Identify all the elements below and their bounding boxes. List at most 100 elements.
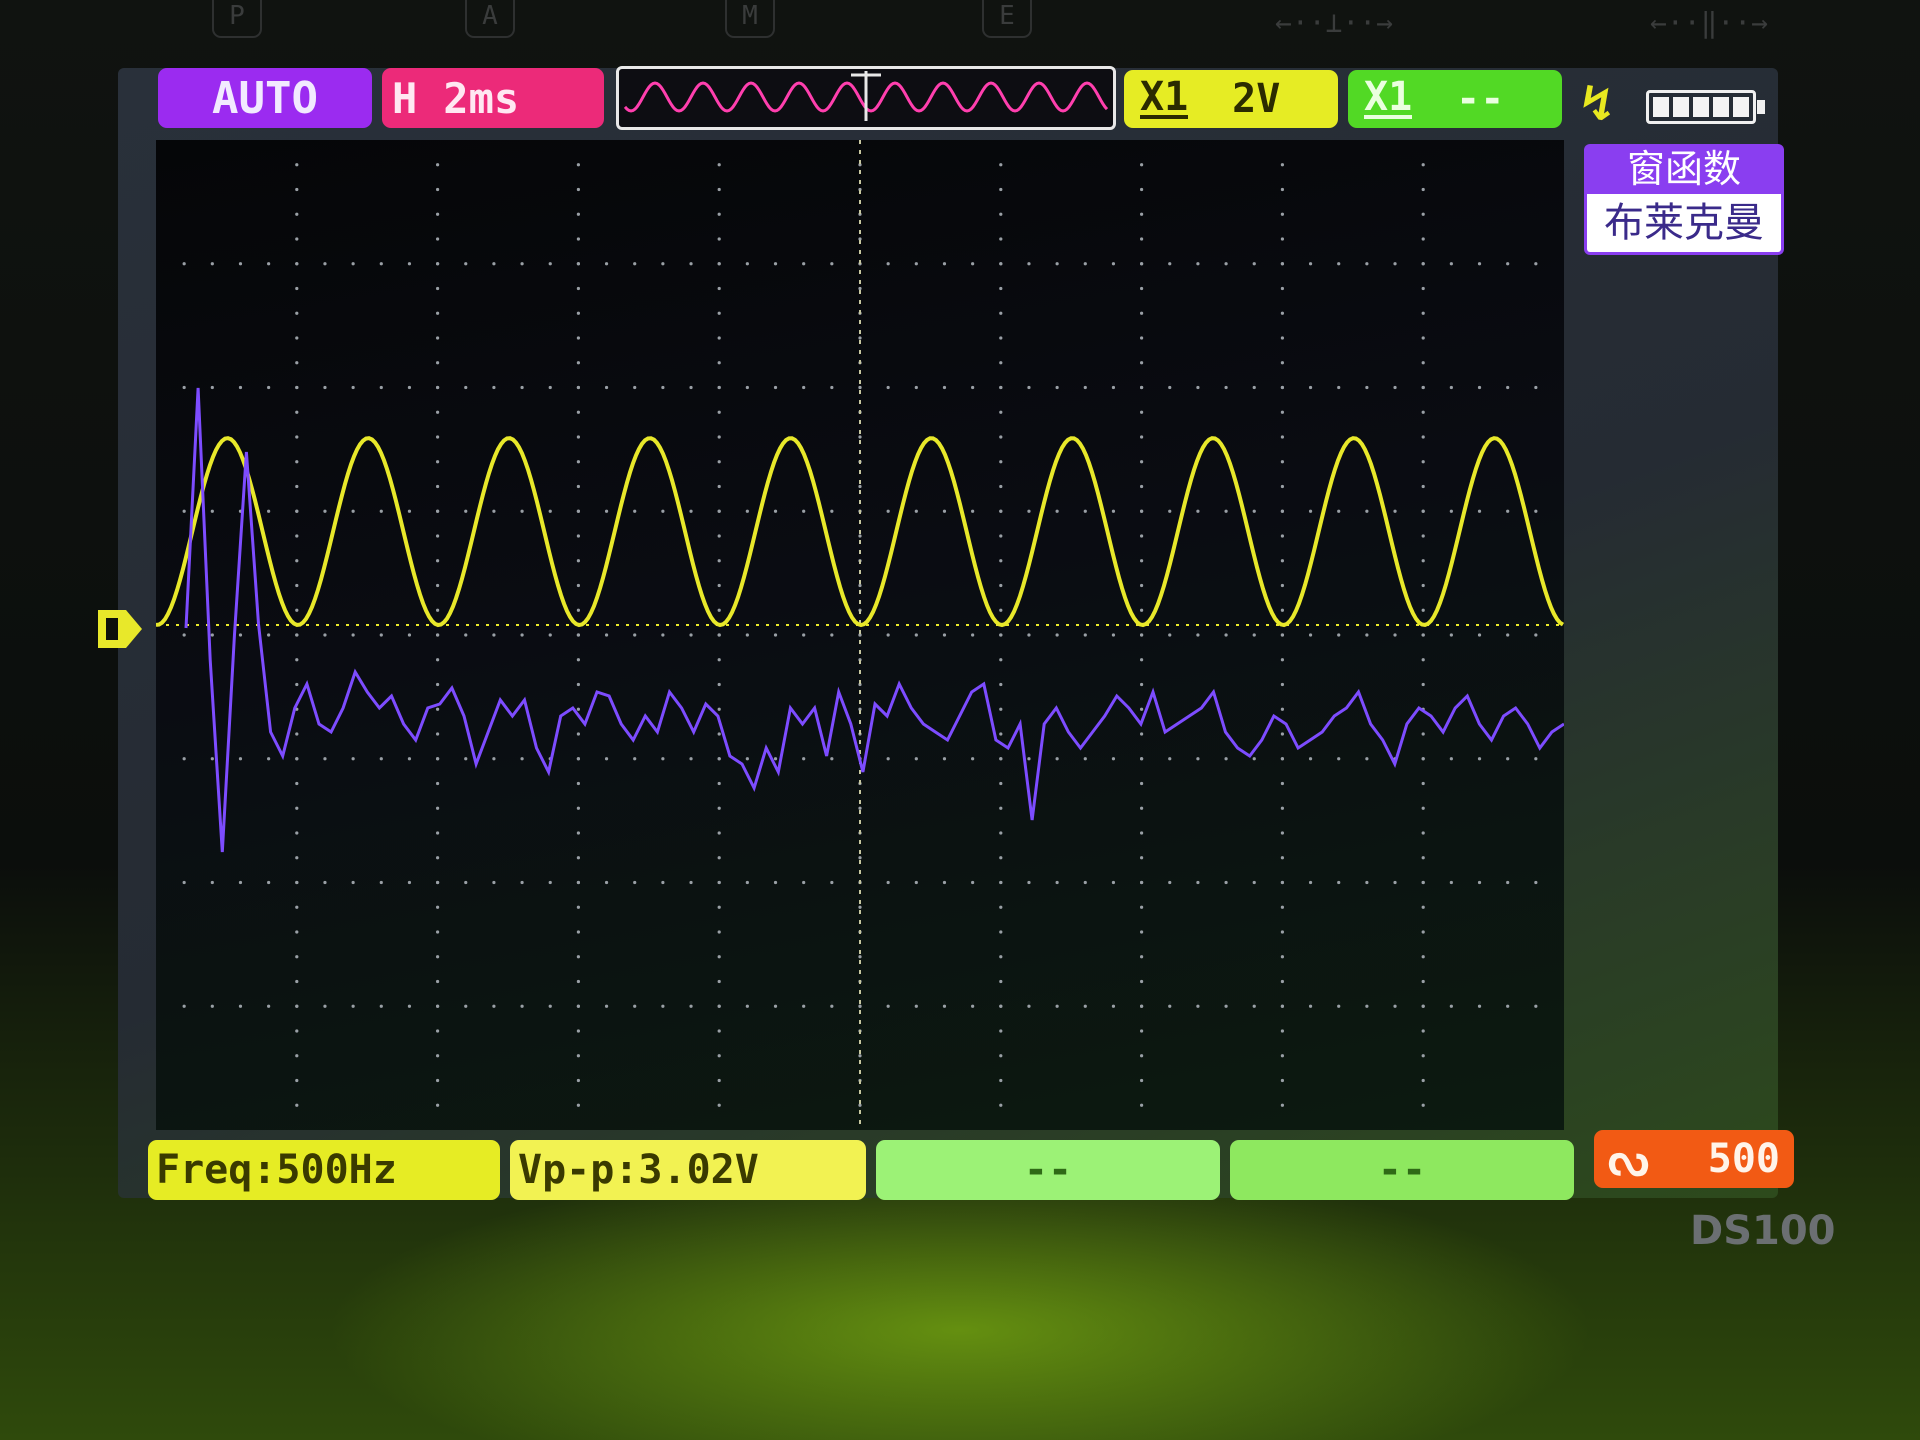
grid-dot xyxy=(436,385,440,390)
timebase-badge[interactable]: H 2ms xyxy=(382,68,604,128)
grid-dot xyxy=(548,262,552,266)
trigger-edge-icon[interactable]: ↯ xyxy=(1582,74,1613,132)
grid-dot xyxy=(295,509,299,513)
fft-button[interactable]: ᔓ 500 xyxy=(1594,1130,1794,1188)
grid-dot xyxy=(576,732,580,736)
fft-value: 500 xyxy=(1707,1136,1780,1182)
grid-dot xyxy=(999,905,1003,909)
grid-dot xyxy=(1421,559,1425,563)
ch2-badge[interactable]: X1 -- xyxy=(1348,70,1562,128)
grid-dot xyxy=(717,979,721,984)
grid-dot xyxy=(773,757,778,761)
grid-dot xyxy=(576,1054,580,1058)
grid-dot xyxy=(492,262,496,266)
grid-dot xyxy=(576,1078,580,1083)
hw-key-p[interactable]: P xyxy=(212,0,262,38)
grid-dot xyxy=(436,930,440,934)
grid-dot xyxy=(1111,385,1116,390)
grid-dot xyxy=(830,757,834,761)
grid-dot xyxy=(1365,509,1369,513)
grid-dot xyxy=(1337,262,1341,266)
grid-dot xyxy=(1196,880,1200,885)
grid-dot xyxy=(576,336,580,340)
grid-dot xyxy=(379,1004,383,1008)
grid-dot xyxy=(1421,311,1425,315)
grid-dot xyxy=(379,633,383,637)
grid-dot xyxy=(886,757,890,761)
grid-dot xyxy=(1449,757,1453,761)
grid-dot xyxy=(1280,831,1284,835)
grid-dot xyxy=(436,955,440,959)
grid-dot xyxy=(323,509,327,513)
grid-dot xyxy=(1196,757,1200,761)
grid-dot xyxy=(548,633,552,637)
grid-dot xyxy=(1111,757,1116,761)
grid-dot xyxy=(1337,509,1341,513)
grid-dot xyxy=(1421,534,1425,538)
grid-dot xyxy=(1168,757,1172,761)
grid-dot xyxy=(1421,435,1425,439)
grid-dot xyxy=(1280,979,1284,984)
grid-dot xyxy=(717,1103,721,1107)
grid-dot xyxy=(1280,361,1284,365)
grid-dot xyxy=(999,286,1003,291)
vpp-measurement[interactable]: Vp-p:3.02V xyxy=(510,1140,866,1200)
trigger-mode-badge[interactable]: AUTO xyxy=(158,68,372,128)
grid-dot xyxy=(1421,806,1425,810)
grid-dot xyxy=(492,509,496,513)
grid-dot xyxy=(633,385,637,390)
grid-dot xyxy=(436,856,440,860)
grid-dot xyxy=(999,385,1003,390)
window-function-value[interactable]: 布莱克曼 xyxy=(1584,194,1784,255)
hw-key-e[interactable]: E xyxy=(982,0,1032,38)
grid-dot xyxy=(295,212,299,216)
frequency-measurement[interactable]: Freq:500Hz xyxy=(148,1140,500,1200)
grid-dot xyxy=(1280,1103,1284,1107)
grid-dot xyxy=(436,262,440,266)
grid-dot xyxy=(1280,484,1284,489)
grid-dot xyxy=(1534,509,1538,513)
hw-trigger-position-key[interactable]: ←··⊥··→ xyxy=(1275,6,1394,39)
grid-dot xyxy=(1421,633,1425,637)
grid-dot xyxy=(1280,633,1284,637)
timebase-prefix: H xyxy=(392,73,418,123)
grid-dot xyxy=(1280,212,1284,216)
grid-dot xyxy=(717,559,721,563)
grid-dot xyxy=(464,633,468,637)
model-label: DS100 xyxy=(1690,1208,1836,1254)
grid-dot xyxy=(689,262,693,266)
grid-dot xyxy=(1280,435,1284,439)
grid-dot xyxy=(436,633,440,637)
grid-dot xyxy=(436,682,440,687)
grid-dot xyxy=(182,633,186,637)
grid-dot xyxy=(576,583,580,588)
grid-dot xyxy=(773,509,778,513)
grid-dot xyxy=(295,286,299,291)
grid-dot xyxy=(1224,1004,1228,1008)
grid-dot xyxy=(633,757,637,761)
grid-dot xyxy=(1308,262,1313,266)
waveform-overview[interactable] xyxy=(616,66,1116,130)
measurement-slot-3[interactable]: -- xyxy=(876,1140,1220,1200)
grid-dot xyxy=(717,286,721,291)
hw-key-m[interactable]: M xyxy=(725,0,775,38)
grid-dot xyxy=(1140,163,1144,167)
ch1-badge[interactable]: X1 2V xyxy=(1124,70,1338,128)
grid-dot xyxy=(323,262,327,266)
grid-dot xyxy=(1365,633,1369,637)
hw-horizontal-position-key[interactable]: ←··‖··→ xyxy=(1650,6,1769,39)
grid-dot xyxy=(971,880,975,885)
grid-dot xyxy=(1083,880,1087,885)
grid-dot xyxy=(1196,509,1200,513)
grid-dot xyxy=(689,385,693,390)
grid-dot xyxy=(717,311,721,315)
grid-dot xyxy=(520,385,524,390)
window-function-menu[interactable]: 窗函数 布莱克曼 xyxy=(1584,144,1784,258)
ch1-ground-marker[interactable] xyxy=(96,608,146,650)
hw-key-a[interactable]: A xyxy=(465,0,515,38)
grid-dot xyxy=(576,484,580,489)
grid-dot xyxy=(576,905,580,909)
measurement-slot-4[interactable]: -- xyxy=(1230,1140,1574,1200)
grid-dot xyxy=(407,633,412,637)
grid-dot xyxy=(1252,385,1256,390)
